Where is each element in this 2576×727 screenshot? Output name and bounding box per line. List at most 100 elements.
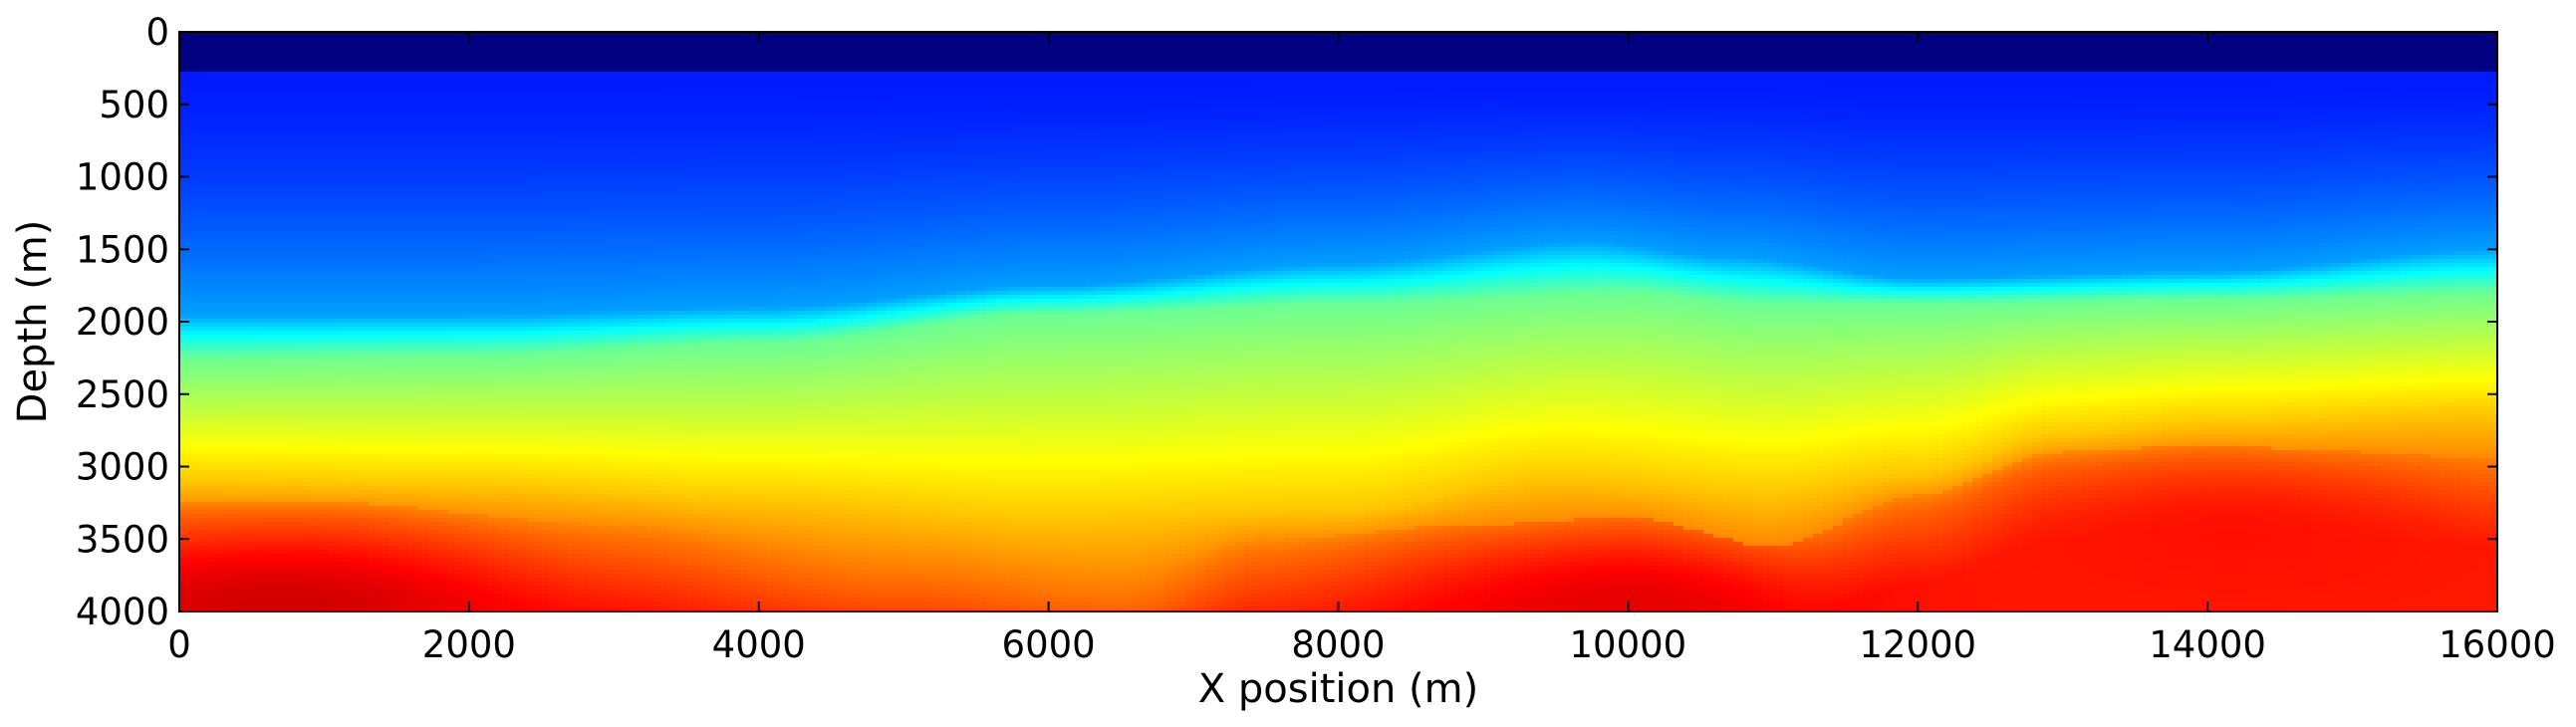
heatmap-cell: [916, 48, 927, 53]
heatmap-cell: [2012, 80, 2023, 85]
heatmap-cell: [1733, 80, 1744, 85]
heatmap-cell: [478, 44, 489, 49]
heatmap-cell: [1434, 60, 1445, 65]
heatmap-cell: [468, 88, 479, 93]
heatmap-cell: [926, 108, 937, 113]
heatmap-cell: [618, 96, 629, 101]
heatmap-cell: [777, 56, 788, 61]
heatmap-cell: [1066, 108, 1077, 113]
heatmap-cell: [757, 88, 768, 93]
heatmap-cell: [1295, 56, 1306, 61]
heatmap-cell: [647, 92, 658, 97]
heatmap-cell: [2480, 92, 2491, 97]
heatmap-cell: [398, 60, 409, 65]
heatmap-cell: [2441, 44, 2451, 49]
heatmap-cell: [269, 84, 280, 89]
heatmap-cell: [1564, 44, 1575, 49]
heatmap-cell: [1942, 88, 1953, 93]
heatmap-cell: [777, 44, 788, 49]
heatmap-cell: [2142, 32, 2153, 37]
heatmap-cell: [1295, 76, 1306, 81]
heatmap-cell: [2022, 108, 2033, 113]
heatmap-cell: [269, 52, 280, 57]
heatmap-cell: [2450, 88, 2461, 93]
heatmap-cell: [1484, 108, 1495, 113]
heatmap-cell: [219, 108, 230, 113]
heatmap-cell: [2052, 96, 2063, 101]
heatmap-cell: [388, 100, 399, 105]
heatmap-cell: [1693, 32, 1704, 37]
heatmap-cell: [1195, 36, 1206, 41]
heatmap-cell: [1693, 40, 1704, 45]
heatmap-cell: [179, 56, 190, 61]
heatmap-cell: [897, 100, 907, 105]
heatmap-cell: [1275, 40, 1286, 45]
heatmap-cell: [727, 44, 738, 49]
heatmap-cell: [558, 116, 569, 121]
heatmap-cell: [588, 112, 599, 117]
heatmap-cell: [1942, 48, 1953, 53]
heatmap-cell: [797, 112, 808, 117]
heatmap-cell: [578, 104, 589, 109]
heatmap-cell: [2102, 80, 2113, 85]
heatmap-cell: [2460, 80, 2471, 85]
heatmap-cell: [2341, 96, 2352, 101]
heatmap-cell: [1674, 60, 1684, 65]
heatmap-cell: [996, 72, 1007, 77]
heatmap-cell: [1534, 40, 1545, 45]
heatmap-cell: [1116, 36, 1127, 41]
heatmap-cell: [1156, 60, 1166, 65]
heatmap-cell: [1046, 96, 1057, 101]
heatmap-cell: [588, 84, 599, 89]
heatmap-cell: [1604, 76, 1615, 81]
heatmap-cell: [2331, 52, 2342, 57]
heatmap-cell: [1644, 72, 1655, 77]
heatmap-cell: [1026, 48, 1037, 53]
heatmap-cell: [2211, 44, 2222, 49]
heatmap-cell: [2211, 72, 2222, 77]
heatmap-cell: [2241, 88, 2252, 93]
heatmap-cell: [1006, 52, 1017, 57]
heatmap-cell: [468, 96, 479, 101]
heatmap-cell: [1036, 52, 1047, 57]
heatmap-cell: [1355, 76, 1366, 81]
heatmap-cell: [518, 100, 529, 105]
heatmap-cell: [1006, 32, 1017, 37]
heatmap-cell: [1315, 64, 1326, 69]
heatmap-cell: [767, 104, 778, 109]
heatmap-cell: [279, 40, 290, 45]
heatmap-cell: [1036, 40, 1047, 45]
heatmap-cell: [1026, 104, 1037, 109]
heatmap-cell: [1106, 68, 1117, 73]
heatmap-cell: [1345, 88, 1356, 93]
heatmap-cell: [1703, 40, 1714, 45]
heatmap-cell: [319, 60, 330, 65]
heatmap-cell: [1683, 96, 1694, 101]
heatmap-cell: [817, 112, 828, 117]
heatmap-cell: [1156, 92, 1166, 97]
heatmap-cell: [408, 40, 419, 45]
heatmap-cell: [1833, 44, 1844, 49]
heatmap-cell: [1016, 88, 1027, 93]
heatmap-cell: [787, 32, 798, 37]
heatmap-cell: [558, 92, 569, 97]
heatmap-cell: [1365, 108, 1376, 113]
heatmap-cell: [2271, 52, 2282, 57]
heatmap-cell: [707, 52, 718, 57]
heatmap-cell: [2082, 84, 2093, 89]
heatmap-cell: [2201, 76, 2212, 81]
heatmap-cell: [777, 108, 788, 113]
heatmap-cell: [926, 68, 937, 73]
heatmap-cell: [388, 32, 399, 37]
heatmap-cell: [1962, 76, 1973, 81]
heatmap-cell: [1674, 64, 1684, 69]
heatmap-cell: [1235, 88, 1246, 93]
heatmap-cell: [239, 44, 250, 49]
heatmap-cell: [2381, 40, 2392, 45]
heatmap-cell: [2142, 72, 2153, 77]
heatmap-cell: [1116, 60, 1127, 65]
heatmap-cell: [1046, 108, 1057, 113]
heatmap-cell: [1056, 64, 1067, 69]
heatmap-cell: [1504, 44, 1515, 49]
heatmap-cell: [349, 84, 360, 89]
